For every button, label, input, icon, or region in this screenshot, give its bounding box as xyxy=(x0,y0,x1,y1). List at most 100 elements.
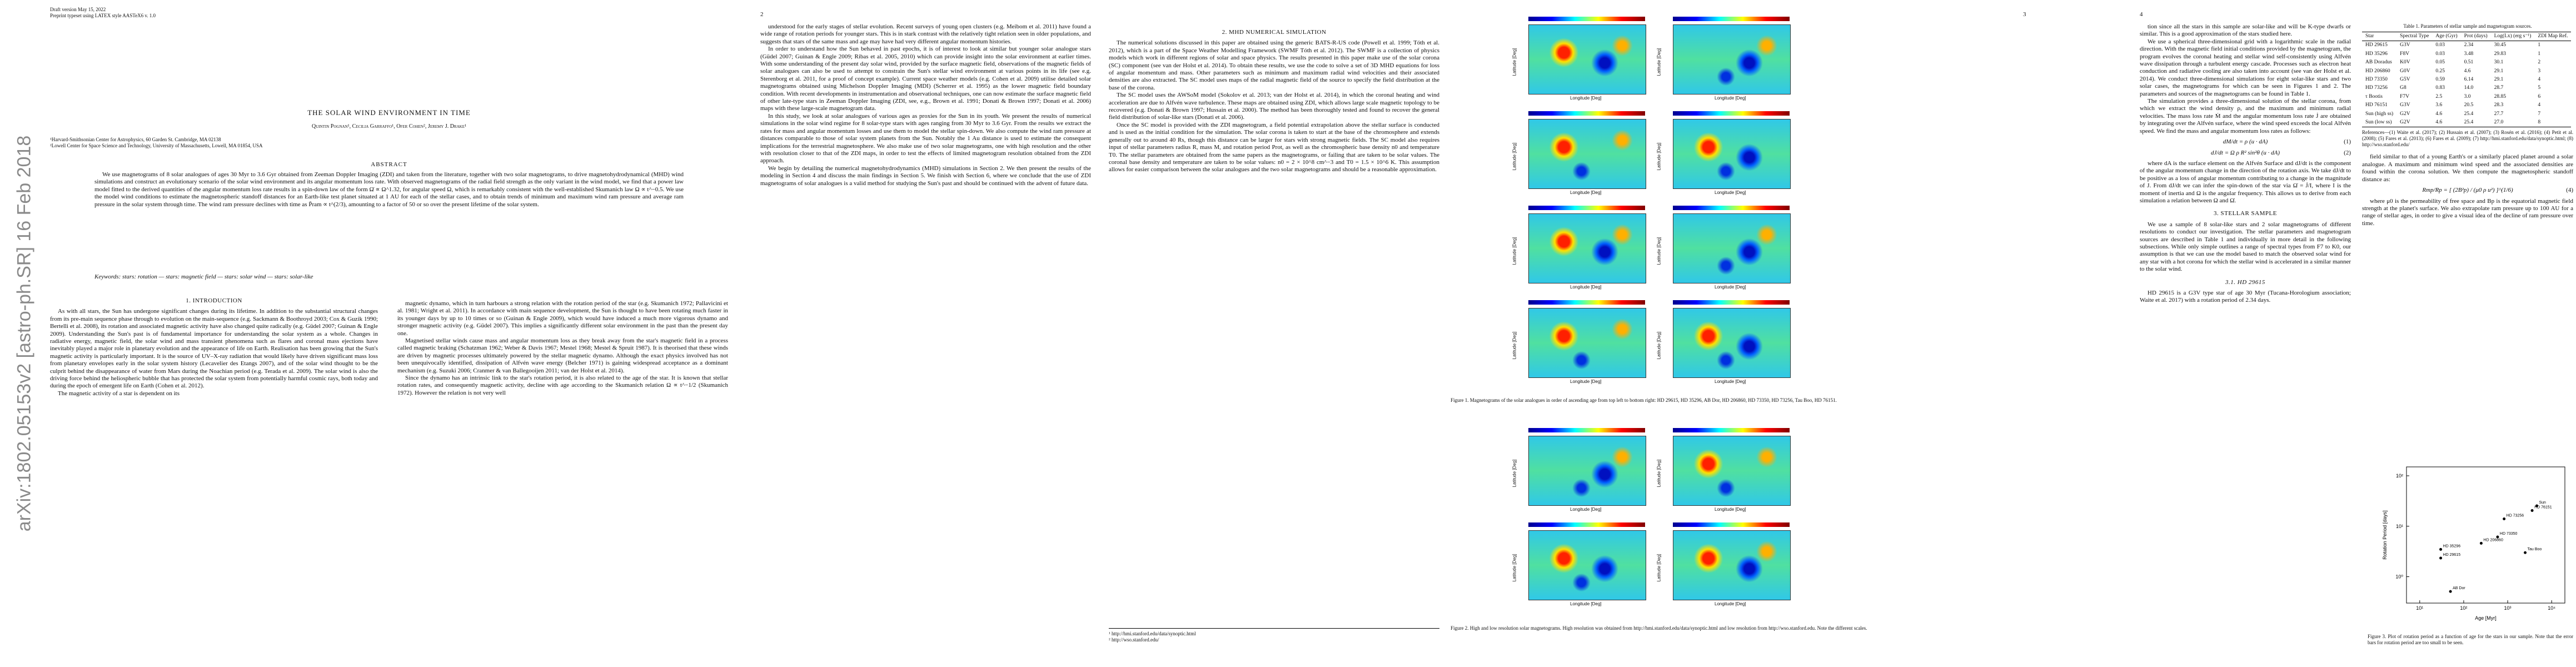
table-row: HD 206860 G0V 0.25 4.6 29.1 3 xyxy=(2362,67,2571,76)
table-cell: HD 35296 xyxy=(2365,51,2388,57)
map-x-label: Longitude [Deg] xyxy=(1570,379,1602,384)
table-cell: 28.3 xyxy=(2494,102,2504,108)
table-cell: 8 xyxy=(2538,120,2541,126)
column-header: Spectral Type xyxy=(2400,33,2429,39)
point-label: HD 206860 xyxy=(2483,538,2503,542)
table-cell: 0.83 xyxy=(2435,85,2445,91)
map-y-label: Latitude [Deg] xyxy=(1512,459,1517,487)
map-image xyxy=(1528,213,1646,283)
table-cell: G0V xyxy=(2400,68,2410,74)
table-row: HD 29615 G3V 0.03 2.34 30.45 1 xyxy=(2362,41,2571,50)
page1-column-1: 1. INTRODUCTION As with all stars, the S… xyxy=(50,292,378,664)
footnote: ¹ http://hmi.stanford.edu/data/synoptic.… xyxy=(1109,631,1196,636)
magnetogram: Latitude [Deg] Longitude [Deg] xyxy=(1656,111,1795,201)
table-cell: 0.59 xyxy=(2435,77,2445,83)
y-tick-label: 10⁰ xyxy=(2395,574,2403,580)
footnote: ² http://wso.stanford.edu/ xyxy=(1109,637,1159,643)
section-heading: 2. MHD NUMERICAL SIMULATION xyxy=(1222,29,1327,36)
colorbar xyxy=(1528,17,1645,21)
magnetogram: Latitude [Deg] Longitude [Deg] xyxy=(1512,111,1651,201)
running-header: Draft version May 15, 2022 Preprint type… xyxy=(50,7,156,19)
abstract: We use magnetograms of 8 solar analogues… xyxy=(94,171,684,208)
page1-column-2: magnetic dynamo, which in turn harbours … xyxy=(397,300,728,664)
figure-caption: Figure 3. Plot of rotation period as a f… xyxy=(2368,634,2573,645)
data-point xyxy=(2535,504,2538,507)
paragraph: Magnetised stellar winds cause mass and … xyxy=(397,337,728,374)
table-cell: 0.51 xyxy=(2464,59,2474,66)
map-image xyxy=(1673,530,1791,600)
table-cell: AB Doradus xyxy=(2365,59,2392,66)
table-cell: 1 xyxy=(2538,51,2541,57)
table-cell: 4 xyxy=(2538,77,2541,83)
table-cell: K0V xyxy=(2400,59,2410,66)
equation: dM/dt = ρ (u · dA) (1) xyxy=(2140,138,2351,146)
paragraph: The numerical solutions discussed in thi… xyxy=(1109,39,1439,91)
table-row: τ Bootis F7V 2.5 3.0 28.85 6 xyxy=(2362,93,2571,101)
data-point xyxy=(2503,517,2506,520)
paragraph: The magnetic activity of a star is depen… xyxy=(58,390,180,397)
table-row: HD 73350 G5V 0.59 6.14 29.1 4 xyxy=(2362,76,2571,84)
point-label: HD 35296 xyxy=(2443,544,2461,548)
table-cell: HD 73350 xyxy=(2365,77,2388,83)
paragraph: magnetic dynamo, which in turn harbours … xyxy=(397,300,728,337)
map-y-label: Latitude [Deg] xyxy=(1512,554,1517,582)
table-cell: HD 73256 xyxy=(2365,85,2388,91)
point-label: HD 29615 xyxy=(2443,553,2461,557)
colorbar xyxy=(1673,206,1790,210)
magnetogram: Latitude [Deg] Longitude [Deg] xyxy=(1512,17,1651,107)
magnetogram: Latitude [Deg] Longitude [Deg] xyxy=(1656,206,1795,296)
table-cell: 4.6 xyxy=(2435,111,2443,117)
point-label: HD 73256 xyxy=(2507,514,2524,517)
table-cell: 30.1 xyxy=(2494,59,2504,66)
paragraph: tion since all the stars in this sample … xyxy=(2140,23,2351,38)
table-cell: 4.6 xyxy=(2435,120,2443,126)
x-axis-label: Age [Myr] xyxy=(2475,615,2497,621)
arxiv-stamp: arXiv:1802.05153v2 [astro-ph.SR] 16 Feb … xyxy=(13,135,35,532)
page2-column-1: understood for the early stages of stell… xyxy=(760,23,1091,663)
table-cell: 3.0 xyxy=(2464,93,2471,99)
equation-number: (1) xyxy=(2344,138,2351,146)
table-cell: 4.6 xyxy=(2464,68,2471,74)
table-cell: 25.4 xyxy=(2464,111,2474,117)
figure-1: Latitude [Deg] Longitude [Deg] Latitude [D… xyxy=(1512,17,1801,395)
magnetogram: Latitude [Deg] Longitude [Deg] xyxy=(1656,300,1795,390)
table-cell: 4 xyxy=(2538,102,2541,108)
equation-number: (2) xyxy=(2344,149,2351,156)
paragraph: The simulation provides a three-dimensio… xyxy=(2140,98,2351,135)
y-tick-label: 10² xyxy=(2396,473,2403,479)
x-tick-label: 10⁴ xyxy=(2548,605,2555,611)
colorbar xyxy=(1528,428,1645,432)
map-y-label: Latitude [Deg] xyxy=(1512,331,1517,360)
figure-3: 10¹ 10² 10³ 10⁴ 10⁰ 10¹ 10² Age [Myr] Rotation P… xyxy=(2382,466,2565,621)
point-label: Tau Boo xyxy=(2528,547,2542,551)
colorbar xyxy=(1528,111,1645,116)
paragraph: We begin by detailing the numerical magn… xyxy=(760,165,1091,187)
paragraph: As with all stars, the Sun has undergone… xyxy=(50,308,378,390)
table-cell: 6 xyxy=(2538,93,2541,99)
table-cell: 27.0 xyxy=(2494,120,2504,126)
data-point xyxy=(2449,590,2452,593)
magnetogram: Latitude [Deg] Longitude [Deg] xyxy=(1656,522,1795,613)
map-x-label: Longitude [Deg] xyxy=(1570,285,1602,290)
subsection-heading: 3.1. HD 29615 xyxy=(2225,278,2265,286)
map-y-label: Latitude [Deg] xyxy=(1656,237,1662,265)
table-cell: 2 xyxy=(2538,59,2541,66)
colorbar xyxy=(1673,17,1790,21)
equation: dJ/dt = Ω ρ R² sin²θ (u · dA) (2) xyxy=(2140,150,2351,157)
table-row: AB Doradus K0V 0.05 0.51 30.1 2 xyxy=(2362,58,2571,67)
colorbar xyxy=(1528,206,1645,210)
affiliation: ²Lowell Center for Space Science and Tec… xyxy=(50,143,263,148)
keywords: Keywords: stars: rotation — stars: magne… xyxy=(94,273,313,280)
table-cell: 2.34 xyxy=(2464,42,2474,48)
paragraph: In this study, we look at solar analogue… xyxy=(760,112,1091,165)
section-heading: 1. INTRODUCTION xyxy=(186,297,242,304)
table-cell: G8 xyxy=(2400,85,2406,91)
data-point xyxy=(2439,556,2443,560)
table-row: Sun (low ss) G2V 4.6 25.4 27.0 8 xyxy=(2362,118,2572,127)
colorbar xyxy=(1673,522,1790,527)
paragraph: The SC model uses the AWSoM model (Sokol… xyxy=(1109,92,1439,121)
map-image xyxy=(1528,530,1646,600)
page4-column-1: tion since all the stars in this sample … xyxy=(2140,23,2351,663)
figure-caption: Figure 1. Magnetograms of the solar anal… xyxy=(1451,397,1837,403)
